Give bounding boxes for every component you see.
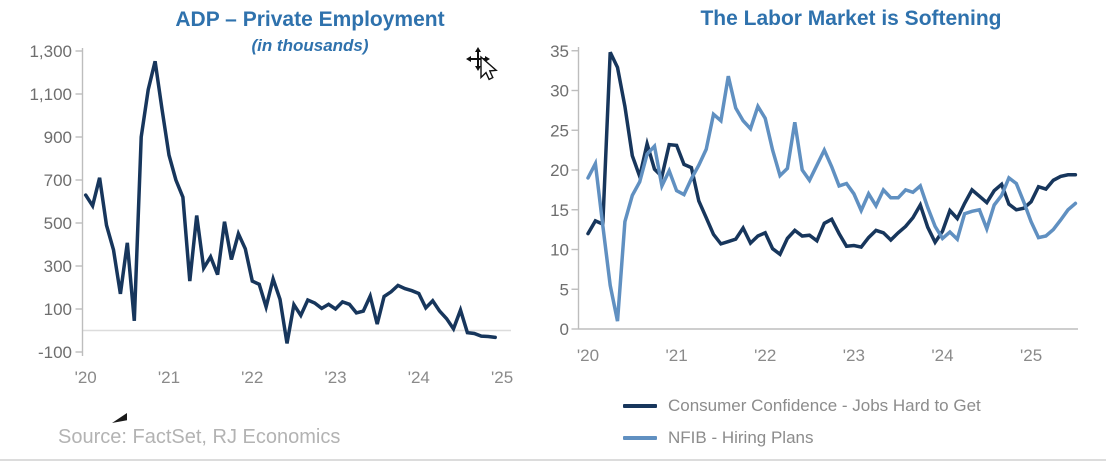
y-tick-label: -100 [38,343,72,362]
y-tick-label: 30 [550,82,569,101]
x-tick-label: '25 [491,368,513,387]
y-tick-label: 5 [560,280,569,299]
y-tick-label: 0 [560,320,569,339]
x-tick-label: '23 [324,368,346,387]
y-tick-label: 20 [550,161,569,180]
legend-label-consumer-confidence: Consumer Confidence - Jobs Hard to Get [668,396,981,415]
series-line-navy [586,51,1078,258]
y-tick-label: 300 [44,257,72,276]
left-chart-title: ADP – Private Employment [175,8,445,31]
series-line-navy [83,60,497,344]
y-tick-label: 25 [550,121,569,140]
x-tick-label: '23 [843,346,865,365]
x-tick-label: '22 [754,346,776,365]
triangle-cursor-artifact [112,413,127,423]
y-tick-label: 500 [44,214,72,233]
x-tick-label: '22 [241,368,263,387]
x-tick-label: '25 [1020,346,1042,365]
legend-swatch-consumer-confidence [623,404,657,408]
move-cursor-icon [466,47,498,81]
y-tick-label: 10 [550,241,569,260]
y-tick-label: 700 [44,171,72,190]
left-chart-subtitle: (in thousands) [251,36,369,55]
series-line-blue [586,75,1078,322]
legend: Consumer Confidence - Jobs Hard to Get N… [623,394,981,450]
x-tick-label: '21 [158,368,180,387]
x-tick-label: '20 [577,346,599,365]
y-tick-label: 15 [550,201,569,220]
legend-swatch-nfib [623,436,657,440]
y-tick-label: 1,100 [29,85,72,104]
legend-item-consumer-confidence: Consumer Confidence - Jobs Hard to Get [623,394,981,418]
legend-item-nfib: NFIB - Hiring Plans [623,426,981,450]
x-tick-label: '24 [931,346,953,365]
right-chart-title: The Labor Market is Softening [700,7,1002,30]
y-tick-label: 1,300 [29,42,72,61]
y-tick-label: 35 [550,42,569,61]
y-tick-label: 900 [44,128,72,147]
x-tick-label: '20 [75,368,97,387]
legend-label-nfib: NFIB - Hiring Plans [668,428,814,447]
x-tick-label: '24 [408,368,430,387]
y-tick-label: 100 [44,300,72,319]
x-tick-label: '21 [666,346,688,365]
source-note: Source: FactSet, RJ Economics [58,426,341,448]
bottom-divider [0,459,1106,461]
